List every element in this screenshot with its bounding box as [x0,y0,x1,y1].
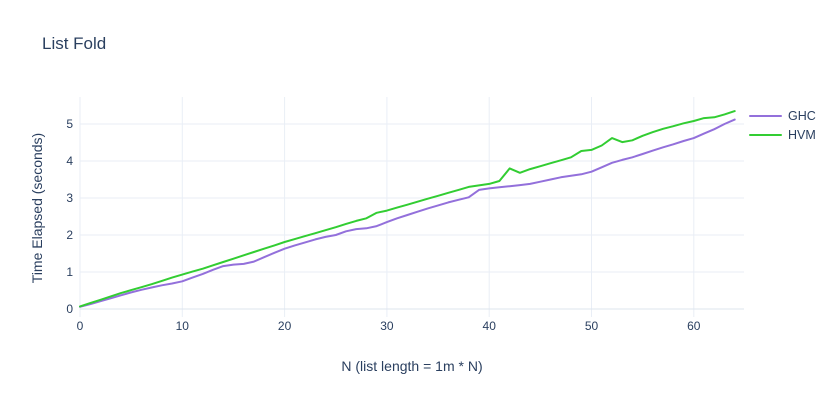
x-tick-label: 10 [176,319,190,333]
y-tick-label: 5 [66,117,73,131]
legend-label-ghc: GHC [788,109,816,123]
x-axis-title: N (list length = 1m * N) [341,358,483,374]
ghc-line-swatch-icon [749,114,782,118]
x-tick-label: 60 [687,319,701,333]
x-tick-label: 20 [278,319,292,333]
y-tick-label: 1 [66,265,73,279]
x-tick-label: 0 [77,319,84,333]
x-tick-label: 30 [380,319,394,333]
x-tick-label: 50 [585,319,599,333]
hvm-line[interactable] [79,110,736,308]
legend-label-hvm: HVM [788,128,816,142]
legend-item-ghc[interactable]: GHC [749,109,816,123]
y-tick-label: 0 [66,302,73,316]
hvm-line-swatch-icon [749,133,782,137]
ghc-line[interactable] [79,118,736,308]
y-tick-label: 2 [66,228,73,242]
y-axis-title: Time Elapsed (seconds) [29,132,45,284]
y-tick-label: 4 [66,154,73,168]
legend: GHC HVM [749,109,816,142]
chart-title: List Fold [42,34,107,53]
x-tick-label: 40 [483,319,497,333]
y-tick-label: 3 [66,191,73,205]
legend-item-hvm[interactable]: HVM [749,128,816,142]
